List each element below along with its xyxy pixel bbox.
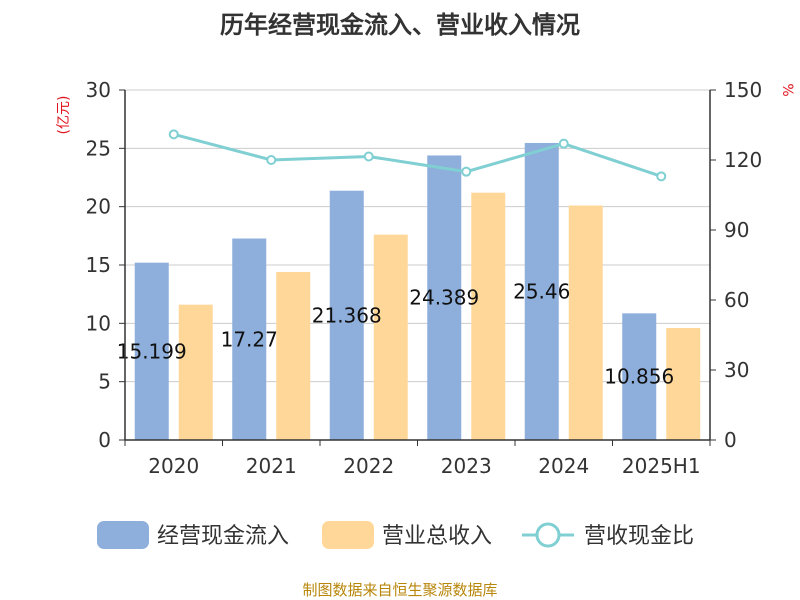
bar-inflow-2024 [524, 142, 559, 440]
ratio-polyline [173, 132, 662, 178]
bar-revenue-2022 [373, 234, 408, 440]
ratio-line [168, 129, 667, 182]
left-tick-label: 0 [98, 428, 111, 452]
ratio-point-2021 [266, 155, 277, 165]
left-tick-label: 5 [98, 370, 111, 394]
bar-revenue-2024 [568, 205, 603, 440]
bar-revenue-2025H1 [666, 328, 701, 440]
ratio-point-2020 [168, 129, 179, 140]
ratio-point-2024 [558, 138, 569, 149]
legend-swatch-inflow [97, 521, 149, 549]
bar-inflow-2021 [232, 238, 267, 440]
bar-revenue-2020 [178, 304, 213, 440]
left-tick-label: 30 [86, 78, 111, 102]
right-tick-label: 30 [724, 358, 749, 382]
chart-title: 历年经营现金流入、营业收入情况 [220, 11, 580, 39]
right-tick-label: 60 [724, 288, 749, 312]
left-tick-label: 10 [86, 311, 111, 335]
right-tick-label: 0 [724, 428, 737, 452]
bar-labels: 15.199 17.27 21.368 24.389 25.46 10.856 [117, 279, 674, 388]
x-tick-label: 2022 [343, 454, 394, 478]
bars [134, 142, 701, 440]
bar-label-inflow-2021: 17.27 [221, 327, 278, 351]
ratio-point-2022 [363, 151, 374, 162]
right-axis-unit: % [779, 83, 795, 96]
right-tick-label: 120 [724, 148, 762, 172]
left-tick-label: 15 [86, 253, 111, 277]
left-tick-label: 20 [86, 195, 111, 219]
x-tick-label: 2021 [246, 454, 297, 478]
bar-inflow-2020 [134, 262, 169, 440]
ratio-point-2023 [461, 166, 472, 177]
right-tick-label: 150 [724, 78, 762, 102]
bar-label-inflow-2023: 24.389 [409, 286, 479, 310]
x-tick-label: 2023 [441, 454, 492, 478]
legend-label-ratio: 营收现金比 [584, 524, 694, 549]
bar-inflow-2023 [427, 155, 462, 440]
bar-inflow-2022 [329, 190, 364, 440]
bar-label-inflow-2022: 21.368 [312, 303, 382, 327]
x-axis-ticks: 2020 2021 2022 2023 2024 2025H1 [124, 440, 711, 478]
x-tick-label: 2025H1 [622, 454, 701, 478]
bar-label-inflow-2024: 25.46 [513, 279, 570, 303]
bar-inflow-2025H1 [622, 313, 657, 440]
legend-swatch-ratio-marker [535, 522, 561, 548]
x-tick-label: 2020 [148, 454, 199, 478]
right-tick-label: 90 [724, 218, 749, 242]
left-axis-unit: (亿元) [56, 96, 72, 135]
bar-label-inflow-2020: 15.199 [117, 339, 187, 363]
left-tick-label: 25 [86, 136, 111, 160]
x-tick-label: 2024 [538, 454, 589, 478]
ratio-point-2025H1 [656, 171, 667, 182]
right-axis-ticks: 0 30 60 90 120 150 [710, 78, 762, 452]
legend-swatch-revenue [322, 521, 374, 549]
bar-label-inflow-2025H1: 10.856 [604, 365, 674, 389]
source-note: 制图数据来自恒生聚源数据库 [302, 581, 497, 599]
legend-label-revenue: 营业总收入 [382, 524, 492, 549]
left-axis-ticks: 0 5 10 15 20 25 30 [86, 78, 125, 452]
bar-revenue-2023 [471, 192, 506, 440]
legend-label-inflow: 经营现金流入 [157, 524, 289, 549]
legend: 经营现金流入 营业总收入 营收现金比 [97, 521, 694, 549]
bar-revenue-2021 [276, 272, 311, 440]
